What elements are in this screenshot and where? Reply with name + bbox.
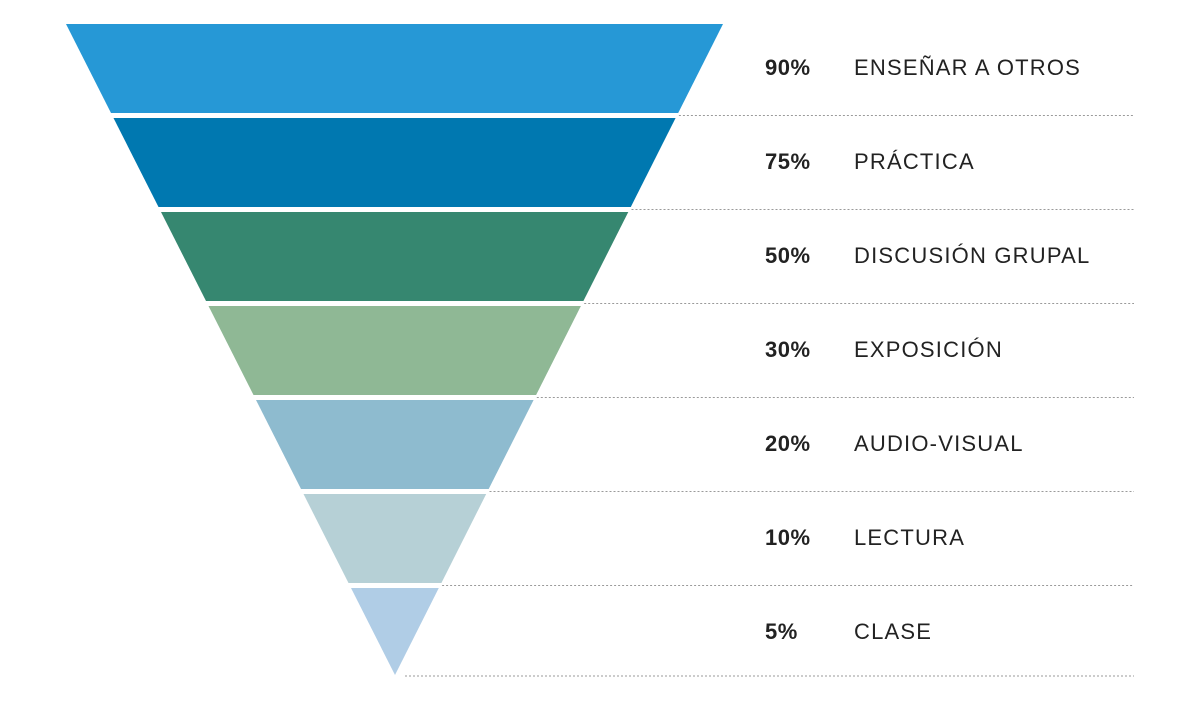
level-row-lecture: 5% CLASE bbox=[0, 588, 1200, 682]
level-row-teaching: 90% ENSEÑAR A OTROS bbox=[0, 24, 1200, 118]
level-label: EXPOSICIÓN bbox=[854, 337, 1003, 362]
level-label: ENSEÑAR A OTROS bbox=[854, 55, 1082, 80]
level-label: CLASE bbox=[854, 619, 933, 644]
level-percent: 75% bbox=[765, 149, 811, 174]
pyramid-band bbox=[113, 118, 676, 207]
level-percent: 10% bbox=[765, 525, 811, 550]
level-label: LECTURA bbox=[854, 525, 966, 550]
level-percent: 5% bbox=[765, 619, 798, 644]
level-row-group-discussion: 50% DISCUSIÓN GRUPAL bbox=[0, 212, 1200, 306]
level-row-practice: 75% PRÁCTICA bbox=[0, 118, 1200, 212]
level-row-audio-visual: 20% AUDIO-VISUAL bbox=[0, 400, 1200, 494]
pyramid-band bbox=[161, 212, 629, 301]
pyramid-band bbox=[351, 588, 439, 675]
level-row-exposition: 30% EXPOSICIÓN bbox=[0, 306, 1200, 400]
level-percent: 50% bbox=[765, 243, 811, 268]
level-percent: 20% bbox=[765, 431, 811, 456]
level-label: DISCUSIÓN GRUPAL bbox=[854, 243, 1091, 268]
pyramid-band bbox=[208, 306, 581, 395]
pyramid-band bbox=[256, 400, 534, 489]
level-percent: 90% bbox=[765, 55, 811, 80]
level-label: PRÁCTICA bbox=[854, 149, 975, 174]
pyramid-band bbox=[303, 494, 487, 583]
level-label: AUDIO-VISUAL bbox=[854, 431, 1024, 456]
pyramid-band bbox=[66, 24, 723, 113]
level-row-reading: 10% LECTURA bbox=[0, 494, 1200, 588]
level-percent: 30% bbox=[765, 337, 811, 362]
